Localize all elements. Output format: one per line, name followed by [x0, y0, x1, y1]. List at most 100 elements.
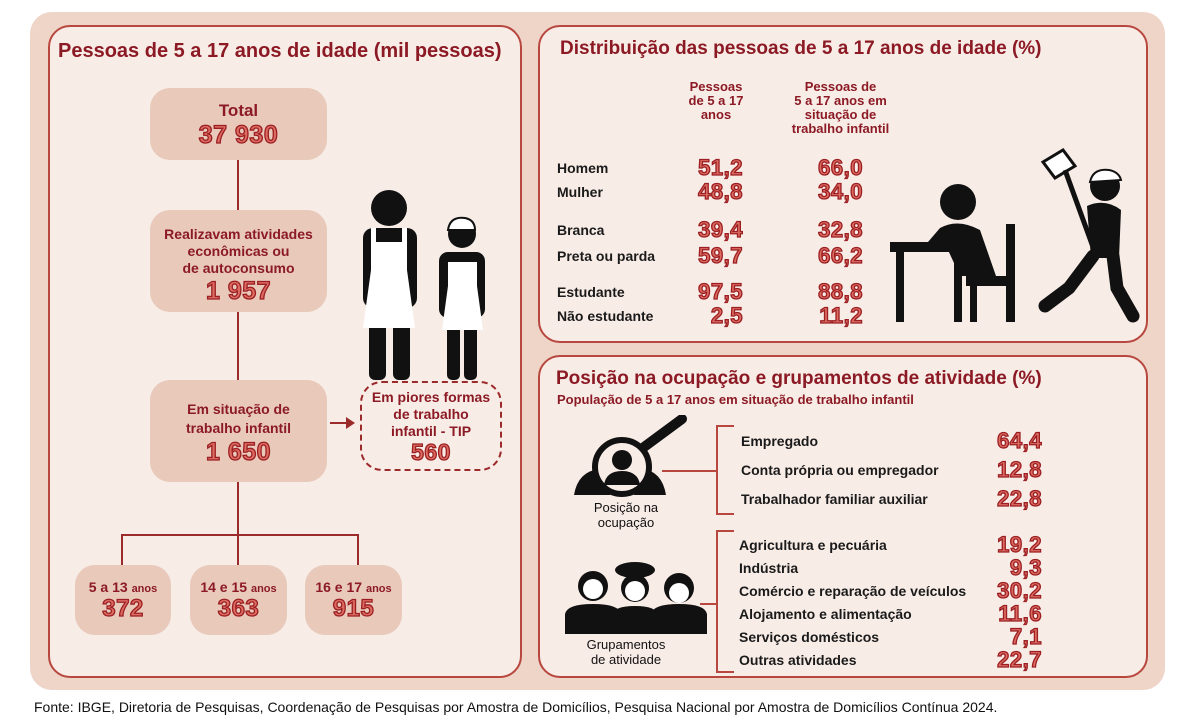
age-unit: anos — [131, 583, 158, 595]
position-bracket — [716, 425, 734, 515]
header-line: situação de — [804, 107, 877, 122]
box-label: Realizavam atividades — [164, 226, 313, 242]
activity-group-label: Indústria — [739, 560, 799, 576]
occupation-title: Posição na ocupação e grupamentos de ati… — [556, 368, 1042, 389]
position-item-label: Trabalhador familiar auxiliar — [741, 491, 928, 507]
header-line: trabalho infantil — [791, 121, 890, 136]
activity-group-label: Agricultura e pecuária — [739, 537, 887, 553]
adult-and-child-workers-icon — [363, 190, 485, 380]
age-group-value: 363 — [217, 594, 260, 622]
connector-line — [237, 312, 239, 380]
all-children-percent: 48,8 — [698, 178, 744, 204]
child-labour-percent: 88,8 — [818, 278, 864, 304]
distribution-row-label: Branca — [557, 222, 605, 238]
activity-group-value: 22,7 — [997, 646, 1043, 672]
distribution-row-label: Mulher — [557, 184, 603, 200]
activity-group-label: Alojamento e alimentação — [739, 606, 912, 622]
groups-bracket — [716, 530, 734, 673]
total-box: Total 37 930 — [150, 88, 327, 160]
column-header-child-labour: Pessoas de 5 a 17 anos em situação de tr… — [778, 80, 903, 136]
position-item-value: 12,8 — [997, 456, 1043, 482]
column-header-all-children: Pessoas de 5 a 17 anos — [670, 80, 762, 122]
left-panel-title: Pessoas de 5 a 17 anos de idade (mil pes… — [58, 40, 502, 62]
box-label: Em piores formas — [371, 389, 491, 405]
position-item-label: Empregado — [741, 433, 819, 449]
child-worker-with-tool-icon — [1038, 148, 1140, 323]
connector-line — [237, 534, 239, 565]
connector-line — [700, 603, 718, 605]
age-unit: anos — [250, 583, 277, 595]
age-range: 5 a 13 — [88, 579, 128, 595]
activity-group-label: Outras atividades — [739, 652, 857, 668]
all-children-percent: 51,2 — [698, 154, 744, 180]
header-line: Pessoas — [689, 79, 743, 94]
distribution-row-label: Homem — [557, 160, 609, 176]
age-group-box: 5 a 13 anos 372 — [75, 565, 171, 635]
age-unit: anos — [365, 583, 392, 595]
age-group-box: 16 e 17 anos 915 — [305, 565, 402, 635]
activity-group-value: 9,3 — [1009, 554, 1042, 580]
child-labour-percent: 32,8 — [818, 216, 864, 242]
economic-activities-value: 1 957 — [205, 276, 272, 305]
source-footnote: Fonte: IBGE, Diretoria de Pesquisas, Coo… — [34, 699, 998, 715]
total-label: Total — [218, 101, 259, 120]
all-children-percent: 97,5 — [698, 278, 744, 304]
child-labour-value: 1 650 — [205, 437, 272, 466]
distribution-row-label: Estudante — [557, 284, 625, 300]
age-group-box: 14 e 15 anos 363 — [190, 565, 287, 635]
economic-activities-box: Realizavam atividades econômicas ou de a… — [150, 210, 327, 312]
age-range: 14 e 15 — [200, 579, 248, 595]
child-labour-percent: 66,2 — [818, 242, 864, 268]
connector-line — [121, 534, 123, 565]
box-label: de autoconsumo — [182, 260, 295, 276]
workers-group-icon — [565, 562, 707, 634]
label-line: de atividade — [590, 652, 662, 667]
header-line: anos — [700, 107, 732, 122]
header-line: de 5 a 17 — [688, 93, 744, 108]
label-line: Posição na — [593, 500, 659, 515]
box-label: Em situação de — [187, 401, 290, 417]
occupation-subtitle: População de 5 a 17 anos em situação de … — [557, 392, 914, 407]
distribution-panel — [538, 25, 1148, 343]
box-label: de trabalho — [393, 406, 469, 422]
age-range: 16 e 17 — [315, 579, 363, 595]
activity-group-label: Serviços domésticos — [739, 629, 880, 645]
age-group-value: 372 — [102, 594, 144, 622]
connector-line — [357, 534, 359, 565]
worst-forms-value: 560 — [410, 439, 451, 465]
all-children-percent: 59,7 — [698, 242, 744, 268]
distribution-row-label: Preta ou parda — [557, 248, 656, 264]
box-label: trabalho infantil — [186, 420, 291, 436]
total-value: 37 930 — [198, 120, 279, 149]
position-item-value: 22,8 — [997, 485, 1043, 511]
position-icon-label: Posição na ocupação — [570, 500, 682, 530]
arrow-right-icon — [346, 417, 355, 429]
connector-line — [237, 482, 239, 536]
connector-line — [662, 470, 718, 472]
box-label: infantil - TIP — [390, 423, 472, 439]
activity-group-value: 11,6 — [998, 600, 1042, 626]
label-line: ocupação — [597, 515, 655, 530]
activity-group-value: 7,1 — [1009, 623, 1042, 649]
label-line: Grupamentos — [586, 637, 666, 652]
connector-line — [237, 160, 239, 210]
child-labour-percent: 66,0 — [818, 154, 864, 180]
connector-line — [121, 534, 359, 536]
all-children-percent: 2,5 — [710, 302, 743, 328]
activity-group-value: 19,2 — [997, 531, 1043, 557]
distribution-row-label: Não estudante — [557, 308, 654, 324]
header-line: 5 a 17 anos em — [794, 93, 887, 108]
child-labour-percent: 34,0 — [818, 178, 864, 204]
child-labour-box: Em situação de trabalho infantil 1 650 — [150, 380, 327, 482]
magnifier-person-icon — [574, 415, 687, 497]
position-item-value: 64,4 — [997, 427, 1043, 453]
position-item-label: Conta própria ou empregador — [741, 462, 939, 478]
worst-forms-box: Em piores formas de trabalho infantil - … — [360, 381, 502, 471]
all-children-percent: 39,4 — [698, 216, 744, 242]
age-group-value: 915 — [332, 594, 375, 622]
child-studying-icon — [890, 184, 1015, 322]
arrow-line — [330, 422, 348, 424]
distribution-title: Distribuição das pessoas de 5 a 17 anos … — [560, 38, 1042, 59]
box-label: econômicas ou — [187, 243, 290, 259]
activity-group-label: Comércio e reparação de veículos — [739, 583, 967, 599]
